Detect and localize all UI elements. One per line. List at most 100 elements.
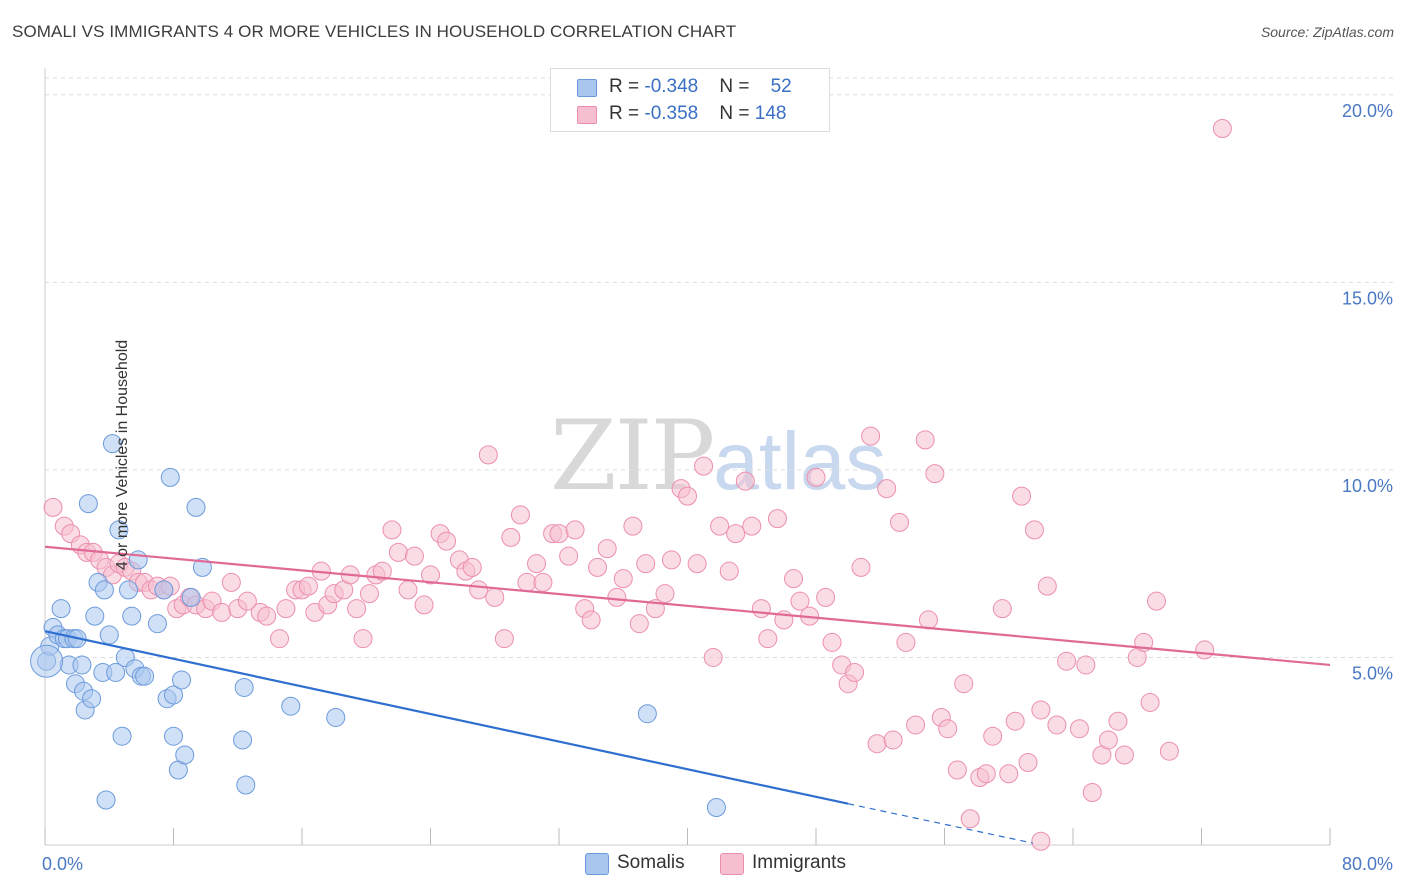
- immigrants-point: [822, 632, 842, 652]
- immigrants-point: [1024, 520, 1044, 540]
- y-tick-label: 20.0%: [1342, 101, 1393, 121]
- x-tick-label-max: 80.0%: [1342, 854, 1393, 874]
- immigrants-point: [719, 561, 739, 581]
- somalis-point: [234, 677, 254, 697]
- legend-n-value: 52: [770, 76, 792, 97]
- immigrants-point: [43, 497, 63, 517]
- immigrants-point: [1140, 692, 1160, 712]
- somalis-point: [102, 434, 122, 454]
- immigrants-point: [992, 599, 1012, 619]
- x-tick-label-min: 0.0%: [42, 854, 83, 874]
- immigrants-point: [559, 546, 579, 566]
- immigrants-point: [861, 426, 881, 446]
- immigrants-point: [851, 557, 871, 577]
- immigrants-point: [398, 580, 418, 600]
- somalis-point: [236, 775, 256, 795]
- immigrants-point: [883, 730, 903, 750]
- legend-n-label: N =: [719, 76, 755, 97]
- immigrants-point: [533, 572, 553, 592]
- immigrants-point: [710, 516, 730, 536]
- immigrants-point: [1018, 752, 1038, 772]
- somalis-point: [112, 726, 132, 746]
- somalis-point-large: [30, 644, 64, 678]
- immigrants-point: [527, 554, 547, 574]
- immigrants-point: [687, 554, 707, 574]
- immigrants-point: [437, 531, 457, 551]
- immigrants-point: [1076, 655, 1096, 675]
- immigrants-point: [1195, 640, 1215, 660]
- y-tick-label: 10.0%: [1342, 476, 1393, 496]
- immigrants-point: [1159, 741, 1179, 761]
- immigrants-point: [751, 599, 771, 619]
- immigrants-point: [906, 715, 926, 735]
- legend-r-label: R =: [609, 76, 645, 97]
- immigrants-point: [758, 629, 778, 649]
- immigrants-point: [742, 516, 762, 536]
- immigrants-swatch-icon: [577, 106, 597, 124]
- immigrants-point: [517, 572, 537, 592]
- somalis-point: [96, 790, 116, 810]
- immigrants-point: [790, 591, 810, 611]
- somalis-point: [637, 704, 657, 724]
- somalis-point: [106, 662, 126, 682]
- immigrants-point: [1005, 711, 1025, 731]
- immigrants-point: [661, 550, 681, 570]
- somalis-point: [99, 625, 119, 645]
- immigrants-point: [703, 647, 723, 667]
- immigrants-point: [359, 584, 379, 604]
- legend-r-label: R =: [609, 103, 645, 124]
- immigrants-point: [549, 524, 569, 544]
- immigrants-point: [581, 610, 601, 630]
- somalis-point: [109, 520, 129, 540]
- somalis-point: [119, 580, 139, 600]
- immigrants-point: [925, 464, 945, 484]
- immigrants-point: [597, 539, 617, 559]
- somalis-point: [51, 599, 71, 619]
- somalis-point: [78, 494, 98, 514]
- immigrants-point: [806, 467, 826, 487]
- chart-title: SOMALI VS IMMIGRANTS 4 OR MORE VEHICLES …: [12, 22, 737, 41]
- immigrants-point: [918, 610, 938, 630]
- immigrants-point: [469, 580, 489, 600]
- immigrants-point: [845, 662, 865, 682]
- immigrants-point: [257, 606, 277, 626]
- immigrants-point: [372, 561, 392, 581]
- immigrants-point: [588, 557, 608, 577]
- immigrants-point: [1069, 719, 1089, 739]
- immigrants-point: [890, 512, 910, 532]
- immigrants-point: [678, 486, 697, 506]
- y-axis-label-wrapper: 4 or more Vehicles in Household: [114, 340, 132, 570]
- somalis-point: [154, 580, 174, 600]
- immigrants-point: [735, 471, 755, 491]
- immigrants-point: [1212, 119, 1232, 139]
- legend-r-value: -0.348: [644, 76, 699, 97]
- somalis-point: [192, 557, 212, 577]
- immigrants-point: [1031, 831, 1051, 851]
- somalis-swatch-icon: [577, 79, 597, 97]
- immigrants-point: [623, 516, 643, 536]
- immigrants-point: [485, 587, 505, 607]
- immigrants-point: [1114, 745, 1134, 765]
- immigrants-point: [726, 524, 746, 544]
- somalis-point: [82, 689, 102, 709]
- immigrants-point: [613, 569, 633, 589]
- legend-n-value: 148: [754, 103, 787, 124]
- somalis-point: [233, 730, 253, 750]
- somalis-point: [94, 580, 114, 600]
- somalis-point: [85, 606, 105, 626]
- immigrants-point: [478, 445, 498, 465]
- somalis-point: [147, 614, 167, 634]
- immigrants-point: [1082, 782, 1102, 802]
- watermark-atlas: atlas: [713, 416, 887, 507]
- immigrants-point: [954, 674, 974, 694]
- correlation-legend: R = -0.348 N = 52 R = -0.358 N = 148: [550, 68, 830, 132]
- immigrants-point: [694, 456, 714, 476]
- immigrants-point: [983, 726, 1003, 746]
- immigrants-point: [501, 527, 521, 547]
- somalis-point: [72, 655, 92, 675]
- immigrants-point: [1031, 700, 1051, 720]
- immigrants-point: [565, 520, 585, 540]
- somalis-trend-extension: [847, 803, 1033, 844]
- immigrants-point: [1147, 591, 1167, 611]
- immigrants-point: [353, 629, 373, 649]
